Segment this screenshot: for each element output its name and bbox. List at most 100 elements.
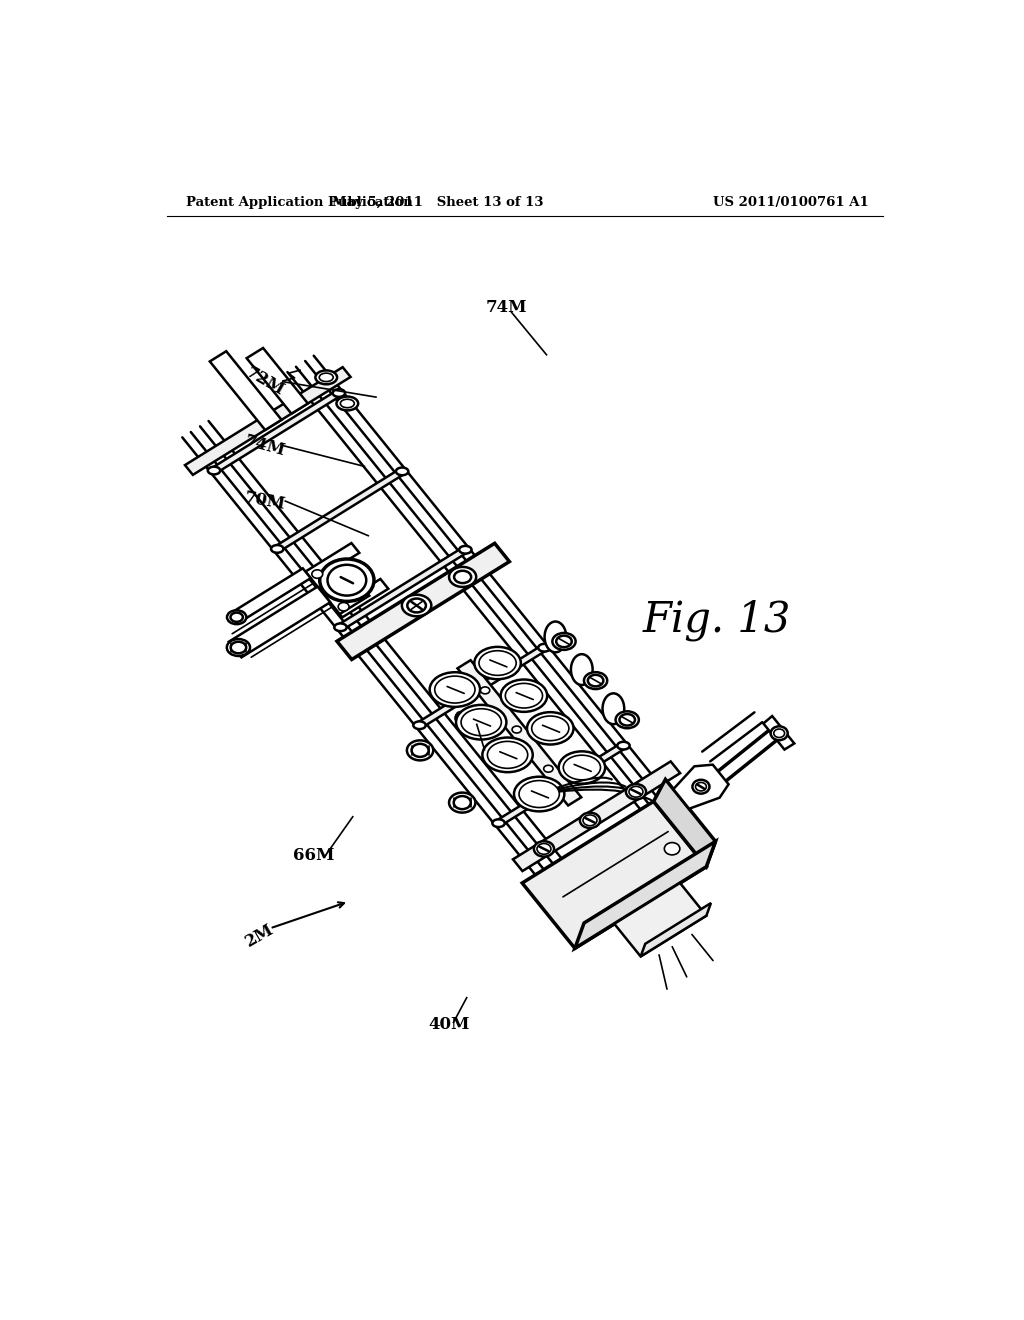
Polygon shape bbox=[641, 903, 711, 957]
Ellipse shape bbox=[531, 715, 569, 741]
Ellipse shape bbox=[474, 647, 521, 680]
Ellipse shape bbox=[534, 841, 554, 857]
Polygon shape bbox=[522, 801, 707, 948]
Ellipse shape bbox=[771, 726, 787, 741]
Ellipse shape bbox=[512, 726, 521, 733]
Ellipse shape bbox=[774, 729, 784, 738]
Ellipse shape bbox=[665, 842, 680, 855]
Ellipse shape bbox=[583, 814, 597, 826]
Ellipse shape bbox=[459, 546, 471, 553]
Ellipse shape bbox=[617, 742, 630, 750]
Text: Patent Application Publication: Patent Application Publication bbox=[186, 195, 413, 209]
Ellipse shape bbox=[340, 399, 354, 408]
Ellipse shape bbox=[620, 714, 635, 726]
Ellipse shape bbox=[230, 642, 246, 653]
Text: May 5, 2011   Sheet 13 of 13: May 5, 2011 Sheet 13 of 13 bbox=[332, 195, 544, 209]
Ellipse shape bbox=[328, 565, 367, 595]
Ellipse shape bbox=[230, 612, 243, 622]
Ellipse shape bbox=[692, 780, 710, 793]
Ellipse shape bbox=[312, 570, 323, 578]
Text: 68M: 68M bbox=[450, 708, 495, 741]
Polygon shape bbox=[230, 569, 310, 623]
Ellipse shape bbox=[559, 751, 605, 784]
Ellipse shape bbox=[479, 651, 516, 676]
Ellipse shape bbox=[552, 634, 575, 649]
Polygon shape bbox=[338, 546, 468, 630]
Ellipse shape bbox=[487, 742, 527, 768]
Ellipse shape bbox=[681, 820, 693, 828]
Ellipse shape bbox=[505, 684, 543, 708]
Polygon shape bbox=[305, 543, 370, 614]
Text: 66M: 66M bbox=[293, 846, 335, 863]
Ellipse shape bbox=[408, 598, 426, 612]
Ellipse shape bbox=[501, 680, 547, 711]
Ellipse shape bbox=[454, 796, 471, 809]
Ellipse shape bbox=[588, 675, 603, 686]
Ellipse shape bbox=[537, 843, 551, 854]
Ellipse shape bbox=[602, 693, 625, 725]
Ellipse shape bbox=[480, 686, 489, 694]
Polygon shape bbox=[560, 821, 689, 904]
Polygon shape bbox=[614, 883, 707, 957]
Ellipse shape bbox=[527, 713, 573, 744]
Ellipse shape bbox=[319, 558, 374, 602]
Polygon shape bbox=[653, 779, 716, 867]
Text: 70M: 70M bbox=[243, 490, 287, 513]
Polygon shape bbox=[497, 743, 626, 826]
Ellipse shape bbox=[556, 636, 571, 647]
Ellipse shape bbox=[454, 570, 471, 583]
Ellipse shape bbox=[482, 738, 532, 772]
Polygon shape bbox=[210, 351, 282, 430]
Text: US 2011/0100761 A1: US 2011/0100761 A1 bbox=[713, 195, 868, 209]
Ellipse shape bbox=[407, 741, 433, 760]
Ellipse shape bbox=[584, 672, 607, 689]
Ellipse shape bbox=[315, 371, 337, 384]
Ellipse shape bbox=[519, 780, 559, 808]
Polygon shape bbox=[275, 469, 404, 552]
Ellipse shape bbox=[450, 792, 475, 813]
Text: Fig. 13: Fig. 13 bbox=[643, 599, 792, 642]
Polygon shape bbox=[763, 715, 795, 750]
Polygon shape bbox=[185, 367, 350, 475]
Text: 72M: 72M bbox=[243, 364, 288, 400]
Text: 40M: 40M bbox=[429, 1016, 470, 1034]
Ellipse shape bbox=[333, 389, 345, 397]
Ellipse shape bbox=[396, 467, 409, 475]
Ellipse shape bbox=[695, 783, 707, 791]
Ellipse shape bbox=[461, 709, 502, 735]
Polygon shape bbox=[418, 645, 547, 727]
Ellipse shape bbox=[412, 743, 429, 756]
Polygon shape bbox=[574, 841, 716, 948]
Ellipse shape bbox=[615, 711, 639, 729]
Polygon shape bbox=[458, 660, 582, 805]
Ellipse shape bbox=[563, 755, 600, 780]
Ellipse shape bbox=[545, 622, 566, 652]
Ellipse shape bbox=[208, 467, 220, 474]
Ellipse shape bbox=[271, 545, 284, 553]
Polygon shape bbox=[247, 348, 308, 413]
Ellipse shape bbox=[493, 820, 505, 828]
Text: 74M: 74M bbox=[243, 432, 287, 459]
Ellipse shape bbox=[556, 898, 568, 906]
Ellipse shape bbox=[629, 787, 643, 797]
Ellipse shape bbox=[226, 639, 250, 656]
Ellipse shape bbox=[337, 396, 358, 411]
Ellipse shape bbox=[456, 705, 507, 739]
Ellipse shape bbox=[514, 776, 564, 812]
Ellipse shape bbox=[401, 595, 431, 616]
Ellipse shape bbox=[430, 672, 480, 708]
Ellipse shape bbox=[435, 676, 475, 704]
Ellipse shape bbox=[626, 784, 646, 800]
Ellipse shape bbox=[571, 655, 593, 685]
Ellipse shape bbox=[319, 374, 333, 381]
Ellipse shape bbox=[544, 766, 553, 772]
Ellipse shape bbox=[338, 602, 349, 611]
Polygon shape bbox=[212, 391, 341, 473]
Ellipse shape bbox=[414, 721, 426, 729]
Text: 74M: 74M bbox=[486, 298, 527, 315]
Polygon shape bbox=[308, 557, 388, 618]
Ellipse shape bbox=[539, 644, 551, 652]
Polygon shape bbox=[513, 762, 680, 871]
Text: 2M: 2M bbox=[243, 921, 278, 950]
Ellipse shape bbox=[580, 813, 600, 828]
